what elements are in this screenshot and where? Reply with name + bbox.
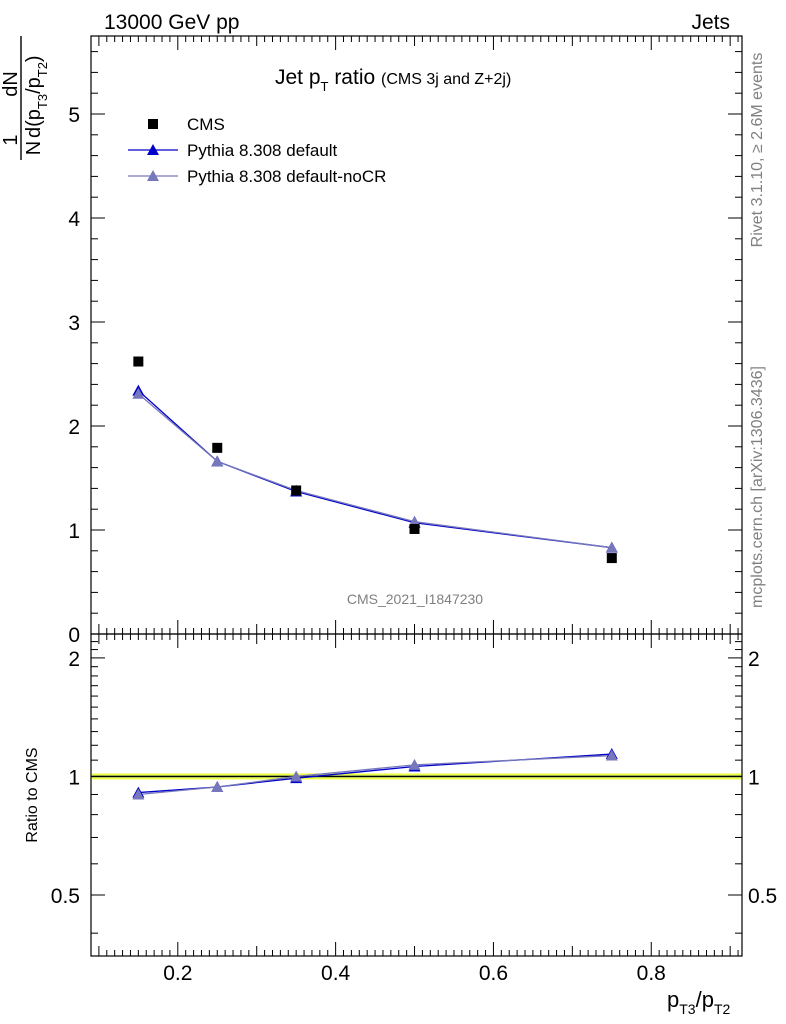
ylabel-d: d(p xyxy=(23,109,45,138)
ratio-point-nocr xyxy=(408,758,421,770)
legend-label-default: Pythia 8.308 default xyxy=(187,141,338,160)
ratio-point-nocr xyxy=(132,788,145,800)
ratio-point-nocr xyxy=(211,781,224,793)
main-ytick-label: 5 xyxy=(68,104,80,127)
main-ytick-label: 2 xyxy=(68,416,80,439)
legend-label-cms: CMS xyxy=(187,115,225,134)
legend-marker-cms xyxy=(148,119,158,129)
main-ytick-label: 4 xyxy=(68,208,80,231)
analysis-watermark: CMS_2021_I1847230 xyxy=(347,591,483,607)
ratio-ylabel: Ratio to CMS xyxy=(24,747,41,842)
ratio-xticks: 0.2 0.4 0.6 0.8 xyxy=(98,634,739,985)
point-nocr xyxy=(211,455,224,467)
chart-title-note: (CMS 3j and Z+2j) xyxy=(381,71,511,88)
xlabel-slash: /p xyxy=(696,987,714,1012)
xtick-label: 0.6 xyxy=(479,962,508,985)
ratio-uncertainty-band xyxy=(91,773,742,780)
main-ytick-label: 0 xyxy=(68,624,80,647)
point-nocr xyxy=(408,515,421,527)
header-left: 13000 GeV pp xyxy=(104,11,239,34)
main-panel: 0 1 2 3 4 5 Jet pT ratio (CMS 3j and Z+2j) CM… xyxy=(0,35,743,647)
ratio-ytick-label-right: 2 xyxy=(748,648,760,671)
ratio-ytick-label-right: 0.5 xyxy=(748,885,777,908)
chart-title-main: Jet p xyxy=(275,66,321,89)
ylabel-sub2: T2 xyxy=(35,62,50,77)
ratio-ytick-label: 1 xyxy=(68,766,80,789)
ratio-ytick-label: 2 xyxy=(68,648,80,671)
xlabel-sub2: T2 xyxy=(714,1001,731,1017)
ratio-yticks: 0.5 0.5 1 1 2 2 xyxy=(51,641,777,934)
point-cms xyxy=(606,553,617,564)
xtick-label: 0.4 xyxy=(321,962,351,985)
ylabel-close: ) xyxy=(23,55,45,62)
ratio-point-nocr xyxy=(290,770,303,782)
legend-marker-nocr xyxy=(147,170,159,181)
header-right: Jets xyxy=(691,11,730,34)
ylabel-dN: dN xyxy=(0,71,22,97)
legend-marker-default xyxy=(147,144,159,155)
ratio-series xyxy=(132,748,618,800)
point-cms xyxy=(291,485,302,496)
chart-title-sub: T xyxy=(321,79,329,94)
ylabel-slash: /p xyxy=(23,77,45,94)
ylabel-sub1: T3 xyxy=(35,94,50,109)
ratio-ytick-label: 0.5 xyxy=(51,885,80,908)
main-ylabel: 1 N dN d(pT3/pT2) xyxy=(0,36,50,160)
point-cms xyxy=(133,356,144,367)
ratio-panel: 0.5 0.5 1 1 2 2 0.2 0.4 0.6 0.8 Ratio to CMS pT3… xyxy=(24,633,777,1017)
x-axis-label: pT3/pT2 xyxy=(667,987,731,1017)
ratio-line-default xyxy=(138,753,612,794)
series-line-nocr xyxy=(137,393,612,549)
point-nocr xyxy=(132,387,145,399)
xlabel-main: p xyxy=(667,987,679,1012)
main-series xyxy=(132,356,618,564)
ratio-point-nocr xyxy=(605,749,618,761)
ylabel-denominator: d(pT3/pT2) xyxy=(23,55,50,138)
xlabel-sub1: T3 xyxy=(679,1001,696,1017)
mcplots-label: mcplots.cern.ch [arXiv:1306.3436] xyxy=(749,366,766,608)
chart-title-rest: ratio xyxy=(328,66,381,89)
series-line-default xyxy=(137,390,612,549)
ratio-frame xyxy=(90,633,743,957)
main-ytick-label: 1 xyxy=(68,520,80,543)
point-cms xyxy=(212,442,223,453)
legend-label-nocr: Pythia 8.308 default-noCR xyxy=(187,167,386,186)
chart-title: Jet pT ratio (CMS 3j and Z+2j) xyxy=(275,66,511,94)
main-xticks xyxy=(98,36,739,634)
point-nocr xyxy=(605,541,618,553)
xtick-label: 0.2 xyxy=(163,962,192,985)
ylabel-N: N xyxy=(23,141,45,155)
ylabel-one: 1 xyxy=(0,134,22,145)
rivet-label: Rivet 3.1.10, ≥ 2.6M events xyxy=(749,53,766,248)
main-yticks: 0 1 2 3 4 5 xyxy=(68,51,742,647)
ratio-ytick-label-right: 1 xyxy=(748,766,760,789)
legend: CMS Pythia 8.308 default Pythia 8.308 de… xyxy=(128,115,386,186)
point-cms xyxy=(409,523,420,534)
main-ytick-label: 3 xyxy=(68,312,80,335)
xtick-label: 0.8 xyxy=(637,962,666,985)
